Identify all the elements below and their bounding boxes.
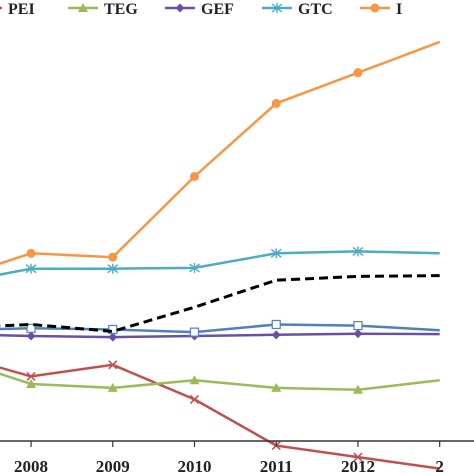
data-point-i	[271, 98, 281, 108]
x-tick-label: 2009	[96, 457, 130, 474]
series-line-series6	[0, 274, 440, 333]
data-point-teg	[107, 382, 118, 392]
legend-item-pei: PEI	[0, 1, 35, 18]
legend-label: TEG	[104, 1, 138, 18]
series-series5	[0, 319, 440, 337]
data-point-gtc	[352, 246, 364, 257]
data-point-pei	[189, 394, 200, 404]
series-line-teg	[0, 372, 440, 392]
data-point-pei	[353, 452, 363, 462]
data-point-gtc	[189, 262, 200, 273]
data-point-teg	[26, 379, 37, 389]
series-i	[0, 40, 441, 265]
x-axis-ticks: 2008 2009 2010 2011 2012 2	[14, 441, 444, 474]
legend-marker	[370, 3, 380, 13]
legend-item-gef: GEF	[165, 1, 234, 18]
x-tick-label: 2011	[260, 457, 293, 474]
legend-item-gtc: GTC	[262, 1, 333, 18]
x-tick-label: 2008	[14, 457, 48, 474]
plot-area	[0, 40, 441, 470]
legend-label: GTC	[298, 1, 333, 18]
series-line-i	[0, 40, 441, 265]
x-tick-label: 2012	[341, 457, 375, 474]
legend-item-i: I	[360, 1, 402, 18]
data-point-gtc	[270, 248, 282, 259]
data-point-series5	[26, 323, 36, 333]
series-gef	[0, 329, 440, 342]
series-series6	[0, 274, 440, 333]
data-point-i	[26, 248, 36, 258]
data-point-series5	[189, 327, 200, 337]
data-point-gef	[108, 332, 118, 342]
data-point-i	[108, 252, 118, 262]
legend-item-teg: TEG	[68, 1, 138, 18]
data-point-gtc	[107, 263, 119, 274]
data-point-gtc	[25, 263, 37, 274]
x-tick-label: 2	[435, 457, 444, 474]
data-point-i	[190, 171, 200, 181]
series-pei	[0, 360, 440, 470]
data-point-i	[353, 68, 363, 78]
data-point-gef	[271, 330, 281, 340]
legend-label: I	[396, 1, 402, 18]
data-point-pei	[26, 371, 36, 381]
data-point-teg	[271, 382, 282, 392]
series-line-pei	[0, 363, 440, 470]
data-point-teg	[189, 375, 200, 385]
x-tick-label: 2010	[178, 457, 212, 474]
legend-label: GEF	[201, 1, 234, 18]
legend-marker	[271, 3, 283, 13]
data-point-pei	[108, 360, 118, 370]
legend-marker	[175, 3, 185, 13]
legend-label: PEI	[8, 1, 35, 18]
series-line-gtc	[0, 250, 440, 276]
series-gtc	[0, 246, 440, 276]
legend-marker	[78, 3, 88, 12]
data-point-series5	[353, 321, 363, 331]
series-line-gef	[0, 332, 440, 339]
data-point-series5	[271, 319, 281, 330]
data-point-gef	[26, 331, 36, 341]
data-point-teg	[352, 384, 363, 394]
legend: PEI TEG GEF GTC I	[0, 1, 402, 18]
series-teg	[0, 372, 440, 394]
data-point-gef	[353, 329, 363, 339]
